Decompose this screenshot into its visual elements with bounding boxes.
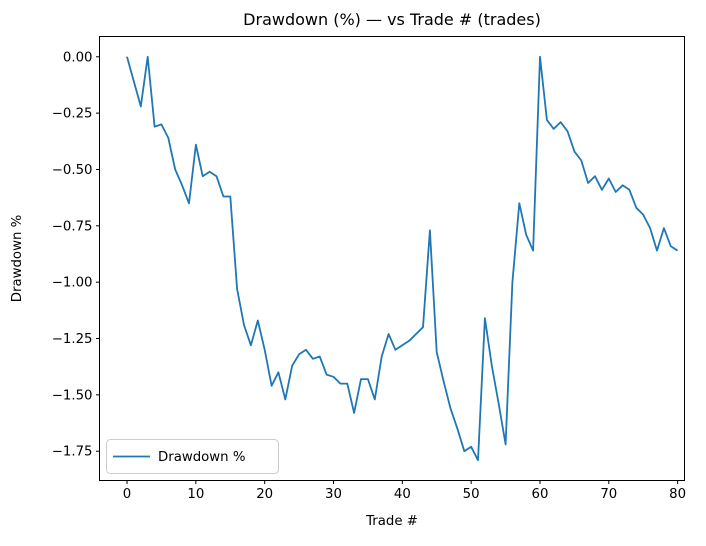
x-axis-label: Trade # bbox=[365, 514, 418, 529]
y-tick-label: 0.00 bbox=[63, 50, 93, 65]
x-tick-label: 10 bbox=[187, 487, 204, 502]
x-tick-label: 60 bbox=[532, 487, 549, 502]
y-axis-label: Drawdown % bbox=[10, 215, 25, 302]
axis-ticks: 0 10 20 30 40 50 60 70 80 0.00 −0.25 −0.50 −0.75 −1.0… bbox=[52, 50, 686, 502]
x-tick-label: 20 bbox=[256, 487, 273, 502]
x-tick-label: 0 bbox=[123, 487, 131, 502]
chart-title: Drawdown (%) — vs Trade # (trades) bbox=[243, 10, 541, 29]
y-tick-label: −0.25 bbox=[52, 107, 93, 122]
x-tick-label: 30 bbox=[325, 487, 342, 502]
x-tick-label: 80 bbox=[669, 487, 686, 502]
drawdown-series-line bbox=[126, 55, 679, 462]
legend-label: Drawdown % bbox=[158, 450, 245, 465]
legend-box bbox=[106, 439, 279, 474]
y-tick-label: −1.00 bbox=[52, 276, 93, 291]
legend: Drawdown % bbox=[106, 439, 279, 474]
x-tick-label: 70 bbox=[600, 487, 617, 502]
y-tick-label: −0.75 bbox=[52, 219, 93, 234]
plot-border bbox=[99, 36, 685, 481]
y-tick-label: −1.50 bbox=[52, 388, 93, 403]
y-tick-label: −1.75 bbox=[52, 445, 93, 460]
y-tick-label: −1.25 bbox=[52, 332, 93, 347]
x-tick-label: 40 bbox=[394, 487, 411, 502]
data-series-layer bbox=[126, 55, 679, 462]
x-tick-label: 50 bbox=[463, 487, 480, 502]
y-tick-label: −0.50 bbox=[52, 163, 93, 178]
